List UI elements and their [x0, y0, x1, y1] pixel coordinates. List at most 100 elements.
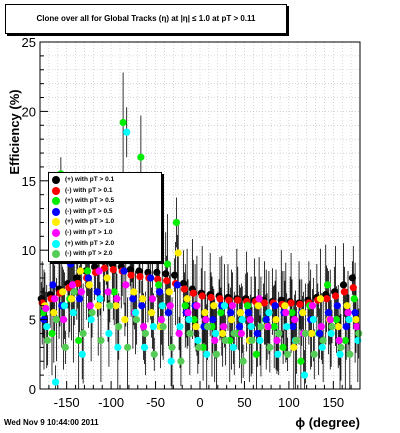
legend-label: (-) with pT > 1.0 [65, 229, 113, 236]
data-point [114, 343, 122, 351]
data-point [210, 302, 218, 310]
data-point [237, 329, 245, 338]
data-point [138, 302, 146, 310]
data-point [180, 285, 189, 293]
data-point [52, 316, 61, 324]
data-point [310, 350, 318, 358]
data-point [135, 267, 143, 275]
data-point [247, 322, 255, 331]
data-point [234, 296, 242, 304]
data-point [84, 274, 93, 282]
data-point [272, 316, 280, 324]
data-point [291, 316, 299, 324]
data-point [73, 274, 81, 282]
data-point [227, 316, 236, 324]
data-point [248, 336, 256, 345]
data-point [109, 266, 117, 274]
data-point [316, 295, 325, 303]
data-point [332, 316, 341, 324]
data-point [50, 309, 58, 317]
x-tick-label: 100 [278, 395, 300, 410]
data-point [283, 350, 292, 358]
data-point [136, 272, 144, 281]
data-point [48, 329, 56, 338]
data-point [352, 316, 360, 324]
data-point [59, 316, 68, 324]
legend-entry: (-) with pT > 2.0 [49, 249, 161, 259]
data-point [229, 343, 237, 351]
data-point [59, 288, 67, 296]
data-point [333, 302, 341, 310]
data-point [211, 329, 220, 338]
data-point [85, 281, 93, 289]
data-point [288, 309, 296, 317]
data-point [158, 302, 166, 310]
data-point [51, 295, 59, 303]
data-point [119, 118, 127, 127]
data-point [76, 267, 85, 275]
legend-entry: (+) with pT > 0.5 [49, 196, 161, 206]
data-point [283, 322, 291, 331]
data-point [77, 288, 85, 296]
data-point [260, 299, 269, 307]
data-point [255, 295, 263, 303]
data-point [194, 336, 202, 345]
data-point [271, 302, 279, 310]
data-point [132, 316, 141, 324]
x-tick-label: -150 [54, 395, 80, 410]
data-point [121, 316, 129, 324]
data-point [103, 274, 111, 282]
data-point [274, 350, 282, 358]
data-point [79, 329, 87, 338]
data-point [78, 350, 86, 358]
data-point [343, 302, 351, 310]
data-point [315, 329, 324, 338]
chart-title: Clone over all for Global Tracks (η) at … [36, 14, 256, 23]
data-point [139, 322, 148, 331]
data-point [106, 302, 114, 310]
data-point [239, 357, 247, 365]
data-point [67, 295, 76, 303]
data-point [328, 322, 336, 331]
data-point [235, 322, 244, 331]
data-point [308, 302, 317, 310]
data-point [324, 309, 333, 317]
data-point [154, 275, 162, 283]
legend-label: (-) with pT > 2.0 [65, 250, 113, 258]
data-point [127, 271, 135, 279]
data-point [61, 343, 69, 351]
data-point [120, 267, 128, 275]
data-point [355, 329, 363, 338]
data-point [243, 302, 252, 310]
legend-label: (-) with pT > 0.5 [65, 207, 113, 215]
legend-entry: (-) with pT > 0.5 [49, 207, 161, 217]
data-point [155, 288, 164, 296]
data-point [87, 316, 95, 324]
data-point [83, 267, 92, 275]
data-point [331, 292, 340, 300]
data-point [162, 270, 170, 278]
legend-label: (-) with pT > 0.1 [65, 186, 113, 194]
data-point [129, 295, 137, 303]
chart-title-box: Clone over all for Global Tracks (η) at … [5, 4, 287, 34]
data-point [309, 316, 317, 324]
data-point [217, 309, 225, 317]
data-point [110, 288, 118, 296]
data-point [339, 281, 348, 289]
data-point [43, 322, 51, 331]
data-point [43, 336, 52, 345]
data-point [186, 329, 194, 338]
data-point [317, 322, 325, 331]
legend-marker [52, 250, 60, 259]
data-point [346, 350, 354, 358]
data-point [195, 343, 203, 351]
data-point [257, 322, 265, 331]
data-point [97, 336, 105, 345]
y-tick-label: 25 [22, 35, 36, 50]
data-point [163, 260, 172, 268]
data-point [282, 309, 290, 317]
data-point [181, 302, 189, 310]
data-point [164, 309, 173, 317]
data-point [300, 371, 309, 379]
data-point [192, 322, 200, 331]
